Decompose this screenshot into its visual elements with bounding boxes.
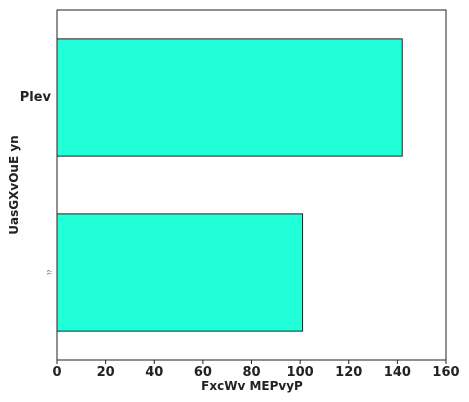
bar-0 xyxy=(56,38,403,157)
x-tick-label-4: 80 xyxy=(242,365,260,380)
x-tick-label-0: 0 xyxy=(52,365,61,380)
x-tick-label-6: 120 xyxy=(335,365,362,380)
y-axis-categories: Plev?? xyxy=(20,90,54,275)
x-tick-label-5: 100 xyxy=(287,365,314,380)
bar-1 xyxy=(56,213,304,332)
x-axis-title: FxcWv MEPvyP xyxy=(201,379,303,393)
y-category-label-1: ?? xyxy=(48,270,54,276)
x-tick-label-8: 160 xyxy=(432,365,459,380)
y-axis-title: UasGXvOuE yn xyxy=(7,135,21,234)
x-tick-label-1: 20 xyxy=(97,365,115,380)
x-tick-label-3: 60 xyxy=(194,365,212,380)
y-category-label-0: Plev xyxy=(20,90,52,105)
x-tick-label-7: 140 xyxy=(384,365,411,380)
bars-group xyxy=(56,38,403,332)
x-axis-ticks: 0 20 40 60 80 100 120 140 160 xyxy=(52,360,460,380)
x-tick-label-2: 40 xyxy=(145,365,163,380)
